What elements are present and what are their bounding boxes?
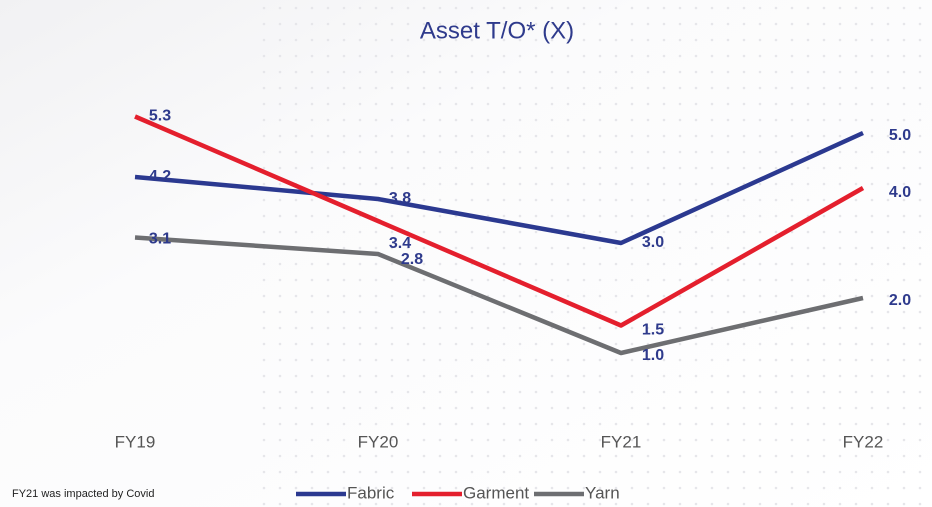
data-label: 1.5 [642, 322, 664, 339]
x-tick-label: FY20 [358, 432, 399, 451]
data-label: 3.1 [149, 231, 171, 248]
data-label: 4.0 [889, 184, 911, 201]
x-tick-label: FY19 [115, 432, 156, 451]
legend-label: Yarn [585, 483, 620, 502]
data-label: 3.4 [389, 235, 411, 252]
data-label: 3.0 [642, 234, 664, 251]
x-tick-label: FY21 [601, 432, 642, 451]
data-label: 2.8 [401, 251, 423, 268]
legend-label: Garment [463, 483, 529, 502]
data-label: 5.3 [149, 108, 171, 125]
line [134, 235, 864, 356]
line [134, 114, 865, 328]
data-label: 5.0 [889, 127, 911, 144]
data-label: 4.2 [149, 168, 171, 185]
data-label: 1.0 [642, 347, 664, 364]
annotation: FY21 was impacted by Covid [12, 488, 154, 500]
data-label: 2.0 [889, 292, 911, 309]
legend-label: Fabric [347, 483, 395, 502]
chart-title: Asset T/O* (X) [420, 17, 574, 44]
line [134, 130, 864, 246]
x-tick-label: FY22 [843, 432, 884, 451]
data-label: 3.8 [389, 190, 411, 207]
